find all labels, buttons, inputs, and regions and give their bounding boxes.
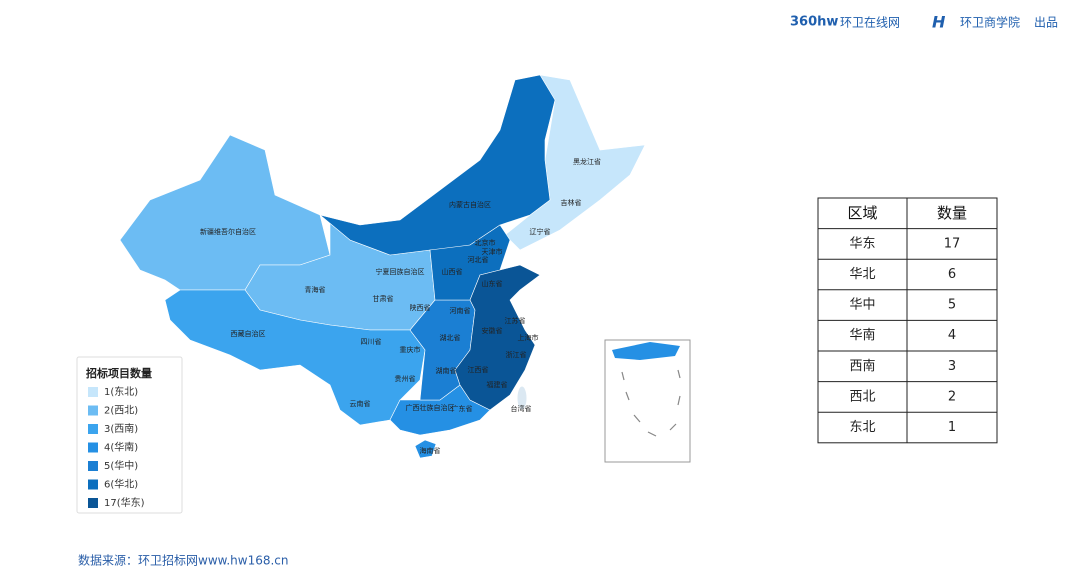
province-label: 四川省 bbox=[361, 337, 382, 346]
legend-swatch bbox=[88, 461, 98, 471]
province-label: 辽宁省 bbox=[530, 227, 551, 236]
province-label: 安徽省 bbox=[482, 326, 503, 335]
legend-label: 6(华北) bbox=[104, 478, 138, 491]
table-cell: 西北 bbox=[849, 389, 875, 404]
inset-land bbox=[612, 342, 680, 360]
table-cell: 1 bbox=[948, 420, 956, 435]
suffix: 出品 bbox=[1034, 16, 1058, 30]
legend-label: 1(东北) bbox=[104, 385, 138, 398]
province-label: 上海市 bbox=[518, 333, 539, 342]
province-label: 山西省 bbox=[442, 267, 463, 276]
province-label: 湖北省 bbox=[440, 333, 461, 342]
table-cell: 3 bbox=[948, 359, 956, 374]
province-label: 宁夏回族自治区 bbox=[376, 267, 425, 276]
province-label: 天津市 bbox=[482, 247, 503, 256]
legend-label: 4(华南) bbox=[104, 441, 138, 454]
province-label: 云南省 bbox=[350, 399, 371, 408]
province-label: 西藏自治区 bbox=[231, 329, 266, 338]
table-header: 区域 bbox=[847, 204, 877, 222]
legend-box bbox=[76, 356, 183, 514]
legend-swatch bbox=[88, 405, 98, 416]
province-label: 湖南省 bbox=[436, 366, 457, 375]
province-label: 黑龙江省 bbox=[573, 157, 601, 166]
legend-swatch bbox=[88, 498, 98, 508]
site-name: 环卫在线网 bbox=[840, 16, 900, 30]
province-label: 河北省 bbox=[468, 255, 489, 264]
table-cell: 5 bbox=[948, 298, 956, 313]
table-cell: 华东 bbox=[849, 236, 875, 251]
province-label: 江苏省 bbox=[505, 316, 526, 325]
legend-swatch bbox=[88, 479, 98, 490]
table-cell: 6 bbox=[948, 267, 956, 282]
province-label: 江西省 bbox=[468, 365, 489, 374]
inset-box bbox=[604, 339, 691, 463]
logo: 360hw bbox=[790, 15, 838, 30]
legend-label: 3(西南) bbox=[104, 422, 138, 435]
table-cell: 华北 bbox=[849, 267, 875, 282]
legend-label: 5(华中) bbox=[104, 459, 138, 472]
table-cell: 东北 bbox=[849, 420, 875, 435]
island bbox=[516, 385, 528, 411]
table-cell: 4 bbox=[948, 328, 956, 343]
province-label: 广东省 bbox=[452, 404, 473, 413]
legend: 招标项目数量 1(东北) 2(西北) 3(西南) 4(华南) 5(华中) 6(华北) 17(… bbox=[76, 356, 183, 514]
province-label: 贵州省 bbox=[395, 374, 416, 383]
table-header: 数量 bbox=[937, 204, 967, 222]
province-label: 内蒙古自治区 bbox=[449, 200, 491, 209]
province-label: 吉林省 bbox=[561, 198, 582, 207]
province-label: 海南省 bbox=[420, 446, 441, 455]
table-cell: 17 bbox=[944, 236, 961, 251]
province-label: 山东省 bbox=[482, 279, 503, 288]
table-cell: 2 bbox=[948, 389, 956, 404]
table-cell: 西南 bbox=[849, 358, 875, 374]
province-label: 台湾省 bbox=[511, 404, 532, 413]
legend-swatch bbox=[88, 387, 98, 397]
province-label: 河南省 bbox=[450, 306, 471, 315]
province-label: 新疆维吾尔自治区 bbox=[200, 227, 256, 236]
province-label: 福建省 bbox=[487, 380, 508, 389]
legend-swatch bbox=[88, 424, 98, 434]
province-label: 重庆市 bbox=[400, 345, 421, 354]
province-label: 浙江省 bbox=[506, 350, 527, 359]
legend-label: 2(西北) bbox=[104, 405, 138, 417]
org-icon: H bbox=[932, 13, 946, 32]
table-cell: 华中 bbox=[849, 298, 875, 313]
legend-title: 招标项目数量 bbox=[86, 366, 152, 380]
province-label: 甘肃省 bbox=[373, 294, 394, 303]
province-label: 陕西省 bbox=[410, 303, 431, 312]
inset-dashes bbox=[621, 369, 681, 437]
org-name: 环卫商学院 bbox=[960, 15, 1020, 30]
province-label: 广西壮族自治区 bbox=[406, 403, 455, 412]
table-cell: 华南 bbox=[849, 327, 875, 343]
legend-label: 17(华东) bbox=[104, 496, 145, 509]
region bbox=[414, 439, 437, 459]
footer: 数据来源：环卫招标网www.hw168.cn bbox=[78, 553, 289, 568]
province-label: 北京市 bbox=[475, 238, 496, 247]
province-label: 青海省 bbox=[305, 285, 326, 294]
region bbox=[454, 264, 541, 411]
legend-swatch bbox=[88, 442, 98, 453]
